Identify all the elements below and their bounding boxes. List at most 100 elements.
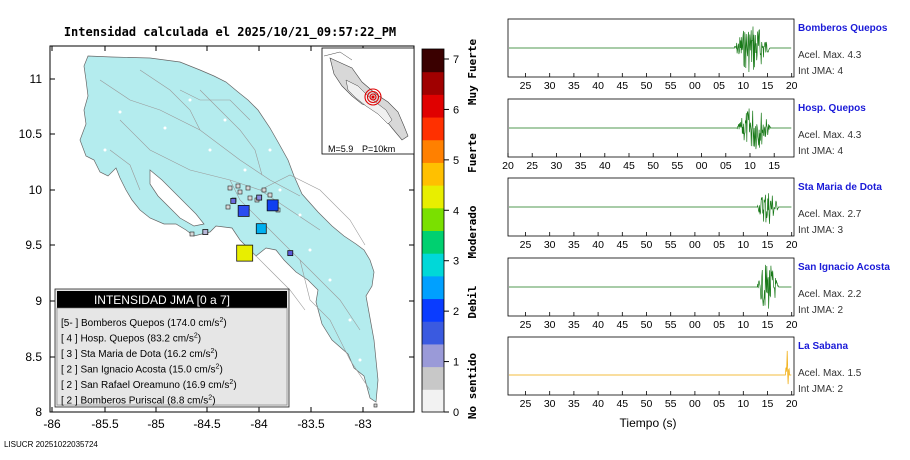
colorbar-category-label: Muy Fuerte xyxy=(466,39,479,106)
legend-entry-name: San Ignacio Acosta xyxy=(80,365,168,376)
colorbar-cell xyxy=(422,298,444,322)
lat-tick-label: 10 xyxy=(29,183,43,197)
legend-entry-code: [ 3 ] xyxy=(61,349,80,360)
station-jma: Int JMA: 2 xyxy=(798,384,843,395)
colorbar-tick-label: 1 xyxy=(453,357,459,369)
lon-tick-label: -86 xyxy=(43,417,61,431)
road-network xyxy=(99,69,371,391)
station-name: San Ignacio Acosta xyxy=(798,262,890,273)
time-tick-label: 15 xyxy=(762,80,774,92)
waveform-trace xyxy=(509,264,792,309)
legend-entry-name: Hosp. Quepos xyxy=(80,334,147,345)
legend-entry-sup: 2 xyxy=(194,333,198,340)
station-marker xyxy=(287,250,294,257)
legend-entry-close: ) xyxy=(212,396,215,407)
figure-title: Intensidad calculada el 2025/10/21_09:57… xyxy=(64,25,396,40)
station-acel: Acel. Max. 2.2 xyxy=(798,289,862,300)
time-tick-label: 35 xyxy=(575,160,587,172)
time-tick-label: 25 xyxy=(526,160,538,172)
time-tick-label: 25 xyxy=(520,398,532,410)
time-tick-label: 10 xyxy=(737,80,749,92)
colorbar-cell xyxy=(422,207,444,231)
epicenter-marker xyxy=(364,88,382,106)
waveform-panel: 25 30 35 40 45 50 55 00 05 10 15 20 Sta Maria de Dot… xyxy=(507,177,882,251)
time-tick-label: 00 xyxy=(689,398,701,410)
legend-entry-code: [ 4 ] xyxy=(61,334,80,345)
legend-entry-value: (16.2 cm/s xyxy=(164,349,211,360)
waveform-trace xyxy=(509,26,792,73)
lat-tick-label: 9 xyxy=(35,294,42,308)
lon-tick-label: -85 xyxy=(147,417,165,431)
legend-entry-code: [5- ] xyxy=(61,318,81,329)
time-tick-label: 05 xyxy=(713,398,725,410)
time-tick-label: 10 xyxy=(744,160,756,172)
intensity-legend: INTENSIDAD JMA [0 a 7] [5- ] Bomberos Qu… xyxy=(54,288,290,408)
legend-entry-value: (16.9 cm/s xyxy=(183,380,230,391)
waveform-panel: 25 30 35 40 45 50 55 00 05 10 15 20 Bomberos Quepos A… xyxy=(507,18,888,92)
legend-entry-name: Bomberos Puriscal xyxy=(80,396,167,407)
time-tick-label: 45 xyxy=(616,239,628,251)
legend-entry: [ 2 ] Bomberos Puriscal (8.8 cm/s2) xyxy=(61,395,216,407)
time-tick-label: 25 xyxy=(520,319,532,331)
lon-tick-label: -83 xyxy=(354,417,372,431)
time-tick-label: 45 xyxy=(623,160,635,172)
station-acel: Acel. Max. 4.3 xyxy=(798,130,862,141)
station-marker xyxy=(255,223,267,235)
time-tick-label: 20 xyxy=(786,80,798,92)
colorbar-cell xyxy=(422,230,444,254)
station-name: Sta Maria de Dota xyxy=(798,182,882,193)
colorbar-tick-label: 7 xyxy=(453,54,459,66)
legend-entry-code: [ 2 ] xyxy=(61,380,80,391)
time-tick-label: 50 xyxy=(641,80,653,92)
time-tick-label: 40 xyxy=(592,398,604,410)
lat-tick-label: 8.5 xyxy=(25,350,42,364)
waveform-trace xyxy=(509,350,792,385)
station-jma: Int JMA: 4 xyxy=(798,66,843,77)
time-tick-label: 30 xyxy=(544,319,556,331)
colorbar-cell xyxy=(422,389,444,413)
time-tick-label: 40 xyxy=(599,160,611,172)
time-tick-label: 35 xyxy=(568,398,580,410)
waveform-trace xyxy=(509,193,792,224)
legend-entry-sup: 2 xyxy=(229,379,233,386)
lon-tick-label: -83.5 xyxy=(297,417,325,431)
station-marker xyxy=(266,199,279,212)
time-tick-label: 10 xyxy=(737,319,749,331)
time-tick-label: 20 xyxy=(786,398,798,410)
time-tick-label: 05 xyxy=(720,160,732,172)
time-tick-label: 00 xyxy=(689,80,701,92)
inset-magnitude: M=5.9 xyxy=(328,144,353,154)
inset-map: M=5.9 P=10km xyxy=(321,47,415,155)
time-tick-label: 30 xyxy=(544,398,556,410)
waveform-panels: 25 30 35 40 45 50 55 00 05 10 15 20 Bomberos Quepos A… xyxy=(502,18,890,410)
waveform-frame xyxy=(507,336,795,396)
time-tick-label: 00 xyxy=(689,319,701,331)
time-tick-label: 30 xyxy=(544,80,556,92)
gulf-of-nicoya xyxy=(149,169,205,227)
lat-tick-label: 10.5 xyxy=(19,127,43,141)
time-tick-label: 25 xyxy=(520,239,532,251)
station-acel: Acel. Max. 1.5 xyxy=(798,368,862,379)
waveform-xlabel: Tiempo (s) xyxy=(620,416,677,430)
station-marker xyxy=(202,229,209,235)
legend-entry-close: ) xyxy=(198,334,201,345)
intensity-map: -86 -85.5 -85 -84.5 -84 -83.5 -83 8 8.5 9 9.5 10 10.… xyxy=(19,45,415,431)
time-tick-label: 45 xyxy=(616,319,628,331)
colorbar-cell xyxy=(422,117,444,141)
station-name: Hosp. Quepos xyxy=(798,103,866,114)
legend-entry-value: (15.0 cm/s xyxy=(169,365,216,376)
legend-entry-code: [ 2 ] xyxy=(61,396,80,407)
time-tick-label: 30 xyxy=(544,239,556,251)
colorbar-tick-label: 0 xyxy=(453,407,459,419)
colorbar-cell xyxy=(422,49,444,73)
time-tick-label: 05 xyxy=(713,319,725,331)
legend-entry-name: San Rafael Oreamuno xyxy=(80,380,182,391)
legend-entry-close: ) xyxy=(223,318,226,329)
legend-entry: [5- ] Bomberos Quepos (174.0 cm/s2) xyxy=(61,317,227,329)
time-tick-label: 55 xyxy=(672,160,684,172)
time-tick-label: 25 xyxy=(520,80,532,92)
colorbar-cell xyxy=(422,253,444,277)
legend-entry-value: (83.2 cm/s xyxy=(147,334,194,345)
time-tick-label: 55 xyxy=(665,80,677,92)
colorbar: 0 1 2 3 4 5 6 7 No sentido Debil Moderado Fuerte Mu… xyxy=(421,39,479,419)
